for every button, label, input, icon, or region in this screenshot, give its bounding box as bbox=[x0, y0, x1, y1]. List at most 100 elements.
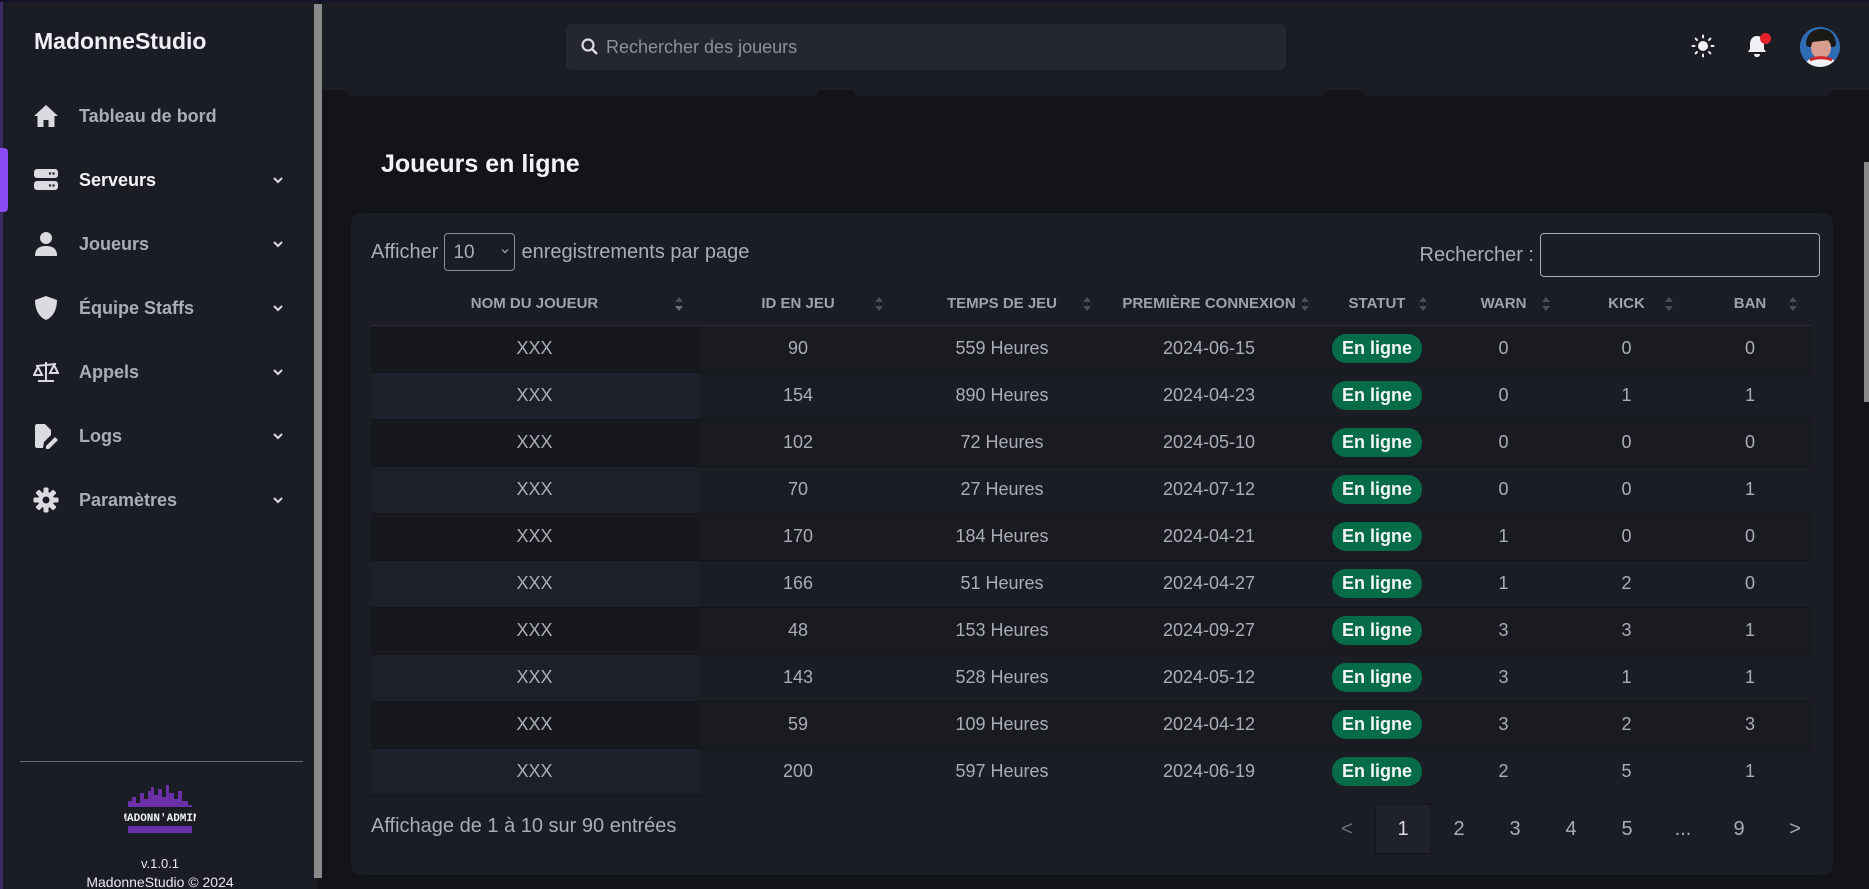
sun-icon bbox=[1691, 34, 1715, 58]
table-row[interactable]: XXX 166 51 Heures 2024-04-27 En ligne 1 2 0 bbox=[371, 560, 1812, 608]
page-size-select-wrap: 10 bbox=[438, 233, 521, 271]
sidebar-scrollbar[interactable] bbox=[314, 4, 322, 878]
table-row[interactable]: XXX 154 890 Heures 2024-04-23 En ligne 0 1 1 bbox=[371, 372, 1812, 420]
sidebar-item-label: Paramètres bbox=[79, 489, 178, 510]
table-info: Affichage de 1 à 10 sur 90 entrées bbox=[371, 815, 677, 837]
chevron-down-icon bbox=[273, 177, 283, 184]
player-search bbox=[566, 24, 1286, 70]
sidebar-item-label: Serveurs bbox=[79, 169, 157, 190]
status-badge: En ligne bbox=[1331, 475, 1422, 504]
chevron-down-icon bbox=[273, 369, 283, 376]
per-page-label: enregistrements par page bbox=[521, 240, 750, 263]
table-search-input[interactable] bbox=[1540, 233, 1820, 277]
status-badge: En ligne bbox=[1331, 334, 1422, 363]
file-edit-icon bbox=[32, 422, 60, 450]
user-avatar[interactable] bbox=[1800, 27, 1840, 67]
pagination-ellipsis: ... bbox=[1674, 817, 1692, 840]
copyright: MadonneStudio © 2024 bbox=[86, 874, 234, 889]
table-row[interactable]: XXX 48 153 Heures 2024-09-27 En ligne 3 3 1 bbox=[371, 607, 1812, 655]
show-label: Afficher bbox=[371, 240, 439, 263]
sidebar-item-staff[interactable]: Équipe Staffs bbox=[3, 276, 317, 340]
chevron-down-icon bbox=[273, 305, 283, 312]
column-header-warn[interactable]: Warn bbox=[1442, 282, 1565, 326]
players-table-card: Afficher 10 enregistrements par page Rec… bbox=[351, 213, 1833, 875]
sidebar-item-logs[interactable]: Logs bbox=[3, 404, 317, 468]
pagination-prev[interactable]: < bbox=[1341, 817, 1353, 840]
column-header-ban[interactable]: Ban bbox=[1688, 282, 1812, 326]
table-row[interactable]: XXX 143 528 Heures 2024-05-12 En ligne 3 1 1 bbox=[371, 654, 1812, 702]
column-header-first-connection[interactable]: Première connexion bbox=[1106, 282, 1312, 326]
status-badge: En ligne bbox=[1331, 663, 1422, 692]
pagination-page-3[interactable]: 3 bbox=[1509, 817, 1521, 840]
notifications-button[interactable] bbox=[1743, 32, 1771, 60]
table-search-label: Rechercher : bbox=[1419, 243, 1535, 266]
active-indicator bbox=[0, 148, 8, 212]
status-badge: En ligne bbox=[1331, 710, 1422, 739]
shield-icon bbox=[32, 294, 60, 322]
page-size-select[interactable]: 10 bbox=[444, 233, 516, 271]
status-badge: En ligne bbox=[1331, 616, 1422, 645]
chevron-down-icon bbox=[273, 241, 283, 248]
sort-icon bbox=[1789, 297, 1797, 311]
sort-icon bbox=[1419, 297, 1427, 311]
status-badge: En ligne bbox=[1331, 757, 1422, 786]
home-icon bbox=[32, 102, 60, 130]
table-header-row: Nom du joueur ID en jeu Temps de jeu Pre… bbox=[371, 282, 1812, 326]
table-row[interactable]: XXX 170 184 Heures 2024-04-21 En ligne 1 0 0 bbox=[371, 513, 1812, 561]
header-card-edges bbox=[322, 90, 1862, 98]
table-row[interactable]: XXX 102 72 Heures 2024-05-10 En ligne 0 0 0 bbox=[371, 419, 1812, 467]
notification-dot bbox=[1760, 33, 1771, 44]
column-header-status[interactable]: Statut bbox=[1312, 282, 1442, 326]
page-length-control: Afficher 10 enregistrements par page bbox=[371, 233, 749, 271]
table-filter: Rechercher : bbox=[1419, 233, 1820, 277]
chevron-down-icon bbox=[273, 433, 283, 440]
sidebar-item-label: Joueurs bbox=[79, 233, 150, 254]
search-icon bbox=[581, 38, 598, 55]
sort-icon bbox=[1542, 297, 1550, 311]
column-header-kick[interactable]: Kick bbox=[1565, 282, 1688, 326]
svg-text:MADONN'ADMIN: MADONN'ADMIN bbox=[124, 813, 196, 825]
pagination: < 1 2 3 4 5 ... 9 > bbox=[1319, 804, 1823, 854]
pagination-next[interactable]: > bbox=[1789, 817, 1801, 840]
sidebar-nav: Tableau de bord Serveurs Joueurs bbox=[0, 84, 317, 532]
column-header-name[interactable]: Nom du joueur bbox=[371, 282, 698, 326]
sort-icon bbox=[1301, 297, 1309, 311]
main-scrollbar[interactable] bbox=[1864, 162, 1869, 402]
sidebar-item-players[interactable]: Joueurs bbox=[3, 212, 317, 276]
table-row[interactable]: XXX 70 27 Heures 2024-07-12 En ligne 0 0 1 bbox=[371, 466, 1812, 514]
table-row[interactable]: XXX 90 559 Heures 2024-06-15 En ligne 0 0 0 bbox=[371, 325, 1812, 373]
sidebar-item-label: Appels bbox=[79, 361, 140, 382]
sidebar-item-appeals[interactable]: Appels bbox=[3, 340, 317, 404]
sidebar-item-settings[interactable]: Paramètres bbox=[3, 468, 317, 532]
status-badge: En ligne bbox=[1331, 569, 1422, 598]
table-body: XXX 90 559 Heures 2024-06-15 En ligne 0 0 0 XXX… bbox=[371, 325, 1812, 796]
pagination-page-1[interactable]: 1 bbox=[1375, 804, 1431, 854]
column-header-id[interactable]: ID en jeu bbox=[698, 282, 898, 326]
server-icon bbox=[32, 166, 60, 194]
player-search-input[interactable] bbox=[606, 24, 1276, 70]
sort-icon bbox=[1665, 297, 1673, 311]
page-title: Joueurs en ligne bbox=[381, 150, 580, 178]
status-badge: En ligne bbox=[1331, 428, 1422, 457]
user-icon bbox=[32, 230, 60, 258]
sidebar-item-label: Tableau de bord bbox=[79, 105, 217, 126]
pagination-page-5[interactable]: 5 bbox=[1621, 817, 1633, 840]
chevron-down-icon bbox=[273, 497, 283, 504]
app-version: v.1.0.1 bbox=[140, 856, 180, 871]
sidebar-item-servers[interactable]: Serveurs bbox=[0, 148, 317, 212]
pagination-page-4[interactable]: 4 bbox=[1565, 817, 1577, 840]
top-header bbox=[322, 2, 1869, 90]
pagination-page-9[interactable]: 9 bbox=[1733, 817, 1745, 840]
sidebar-item-dashboard[interactable]: Tableau de bord bbox=[3, 84, 317, 148]
table-row[interactable]: XXX 200 597 Heures 2024-06-19 En ligne 2 5 1 bbox=[371, 748, 1812, 796]
sidebar-item-label: Logs bbox=[79, 425, 122, 446]
theme-toggle-button[interactable] bbox=[1689, 32, 1717, 60]
table-row[interactable]: XXX 59 109 Heures 2024-04-12 En ligne 3 2 3 bbox=[371, 701, 1812, 749]
pagination-page-2[interactable]: 2 bbox=[1453, 817, 1465, 840]
sidebar-divider bbox=[20, 761, 303, 762]
sort-icon bbox=[875, 297, 883, 311]
madonnadmin-logo: MADONN'ADMIN bbox=[120, 783, 200, 835]
column-header-playtime[interactable]: Temps de jeu bbox=[898, 282, 1106, 326]
sort-icon bbox=[1083, 297, 1091, 311]
